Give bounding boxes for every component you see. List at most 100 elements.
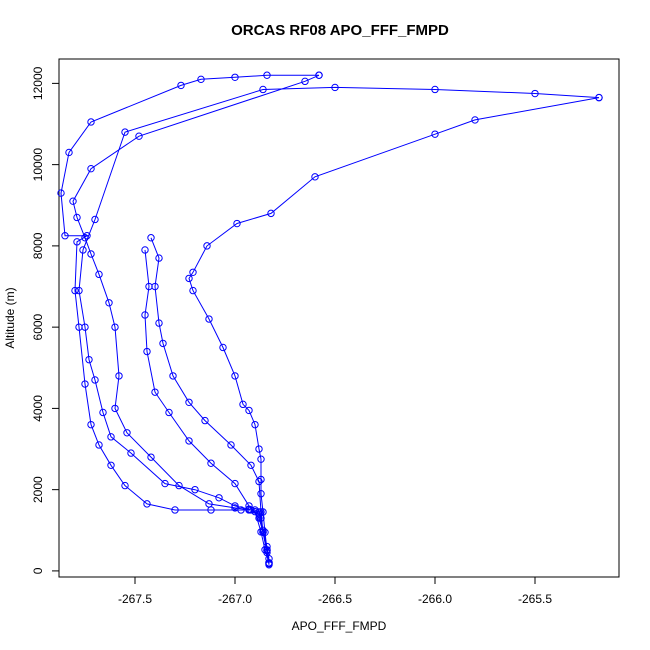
data-point xyxy=(143,347,151,356)
data-point xyxy=(231,73,239,81)
data-point xyxy=(239,400,247,409)
data-point xyxy=(115,372,123,380)
data-point xyxy=(151,388,159,396)
data-point xyxy=(331,83,339,92)
data-point xyxy=(87,118,95,126)
data-point xyxy=(231,504,239,512)
data-point xyxy=(263,546,271,555)
data-point xyxy=(65,148,73,157)
data-point xyxy=(105,299,113,307)
data-point xyxy=(121,481,129,490)
data-point xyxy=(147,453,155,461)
data-point xyxy=(189,268,197,276)
y-tick-label: 6000 xyxy=(31,313,45,340)
series-line-1 xyxy=(60,74,319,565)
data-point xyxy=(205,315,213,323)
x-tick-label: -266.0 xyxy=(418,592,452,606)
x-axis-label: APO_FFF_FMPD xyxy=(292,619,387,633)
data-point xyxy=(71,286,79,295)
data-point xyxy=(159,339,167,348)
data-point xyxy=(255,477,263,486)
data-point xyxy=(231,372,239,380)
y-tick-label: 10000 xyxy=(31,148,45,182)
data-point xyxy=(203,242,211,250)
data-point xyxy=(107,433,115,441)
y-axis-label: Altitude (m) xyxy=(3,287,17,348)
data-point xyxy=(231,479,239,488)
data-point xyxy=(251,420,259,429)
data-point xyxy=(73,213,81,222)
data-point xyxy=(121,128,129,136)
data-point xyxy=(81,234,89,242)
series-line-4 xyxy=(144,249,270,563)
data-point xyxy=(261,528,269,537)
y-tick-label: 2000 xyxy=(31,476,45,503)
data-point xyxy=(79,246,87,254)
data-point xyxy=(267,209,275,218)
data-point xyxy=(185,437,193,445)
y-tick-label: 4000 xyxy=(31,395,45,422)
y-tick-label: 12000 xyxy=(31,66,45,100)
data-point xyxy=(177,81,185,90)
data-point xyxy=(257,455,265,463)
data-point xyxy=(81,323,89,331)
data-point xyxy=(245,406,253,415)
data-point xyxy=(171,506,179,514)
data-point xyxy=(161,479,169,488)
data-point xyxy=(259,508,267,516)
data-point xyxy=(185,274,193,283)
data-point xyxy=(595,93,603,102)
data-point xyxy=(315,71,323,79)
data-point xyxy=(99,408,107,417)
data-point xyxy=(531,89,539,98)
x-tick-label: -265.5 xyxy=(518,592,552,606)
data-point xyxy=(207,459,215,467)
data-point xyxy=(81,380,89,388)
data-point xyxy=(95,441,103,449)
y-axis: 0 2000 4000 6000 8000 10000 12000 xyxy=(31,66,60,574)
x-tick-label: -267.0 xyxy=(218,592,252,606)
y-tick-label: 8000 xyxy=(31,232,45,259)
data-point xyxy=(143,500,151,508)
series-layer xyxy=(57,71,603,569)
x-axis: -267.5 -267.0 -266.5 -266.0 -265.5 xyxy=(118,576,552,606)
data-point xyxy=(265,559,273,568)
data-point xyxy=(155,319,163,327)
data-point xyxy=(123,429,131,437)
x-tick-label: -266.5 xyxy=(318,592,352,606)
data-point xyxy=(107,461,115,469)
data-point xyxy=(61,232,69,240)
y-tick-label: 0 xyxy=(31,567,45,574)
data-point xyxy=(197,75,205,84)
x-tick-label: -267.5 xyxy=(118,592,152,606)
data-point xyxy=(189,286,197,295)
data-point xyxy=(87,420,95,429)
data-point xyxy=(311,173,319,181)
data-point xyxy=(259,528,267,537)
data-point xyxy=(431,85,439,94)
data-point xyxy=(205,500,213,508)
data-point xyxy=(185,398,193,407)
data-point xyxy=(87,250,95,258)
data-point xyxy=(215,494,223,502)
data-point xyxy=(141,311,149,319)
data-point xyxy=(95,270,103,279)
data-point xyxy=(227,441,235,449)
data-point xyxy=(111,404,119,413)
data-point xyxy=(75,286,83,295)
data-point xyxy=(257,475,265,484)
data-point xyxy=(191,485,199,494)
data-point xyxy=(255,445,263,453)
data-point xyxy=(247,506,255,514)
series-line-6 xyxy=(188,97,600,564)
data-point xyxy=(169,372,177,380)
data-point xyxy=(263,71,271,79)
data-point xyxy=(301,77,309,86)
data-point xyxy=(257,490,265,498)
data-point xyxy=(165,408,173,417)
data-point xyxy=(69,197,77,205)
data-point xyxy=(91,376,99,384)
data-point xyxy=(73,238,81,246)
data-point xyxy=(87,164,95,173)
